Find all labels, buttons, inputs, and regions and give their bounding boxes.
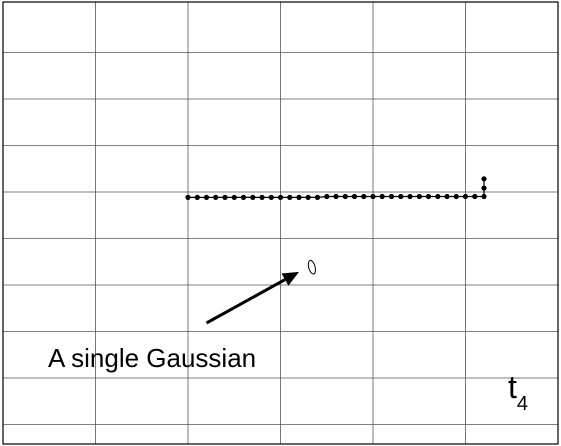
data-point: [222, 194, 228, 200]
arrow-shaft: [205, 278, 286, 325]
series-layer: [185, 176, 487, 200]
data-point: [213, 194, 219, 200]
data-point: [268, 194, 274, 200]
data-point: [250, 194, 256, 200]
arrow-head: [281, 271, 299, 286]
grid-lines: [3, 2, 558, 444]
x-axis-label-subscript: 4: [517, 393, 528, 415]
data-point: [361, 193, 367, 200]
x-axis-label-main: t: [508, 369, 517, 405]
x-axis-label: t4: [508, 369, 528, 415]
data-point: [398, 193, 404, 200]
data-point: [472, 193, 478, 200]
data-point: [231, 194, 237, 200]
data-point: [259, 194, 265, 200]
data-point: [481, 185, 487, 191]
data-point: [324, 193, 330, 200]
annotation-arrow: [205, 271, 299, 325]
data-point: [444, 193, 450, 200]
data-point: [287, 194, 293, 200]
data-point: [407, 193, 413, 200]
data-point: [277, 194, 284, 200]
data-point: [314, 194, 321, 200]
data-point: [379, 193, 385, 200]
data-point: [481, 176, 487, 182]
data-point: [370, 193, 376, 200]
data-point: [416, 193, 422, 200]
data-point: [296, 194, 302, 200]
data-point: [185, 194, 191, 200]
data-point: [240, 194, 247, 200]
data-point: [435, 193, 441, 200]
data-point: [333, 193, 339, 200]
data-point: [305, 194, 311, 200]
data-point: [342, 193, 348, 200]
annotation-label: A single Gaussian: [48, 343, 256, 373]
data-point: [388, 193, 395, 200]
data-point: [462, 193, 469, 200]
data-point: [351, 193, 358, 200]
data-point: [203, 194, 210, 200]
data-point: [194, 194, 200, 200]
data-point: [481, 193, 487, 200]
gaussian-marker: [307, 259, 316, 275]
data-point: [425, 193, 432, 200]
data-point: [453, 193, 459, 200]
